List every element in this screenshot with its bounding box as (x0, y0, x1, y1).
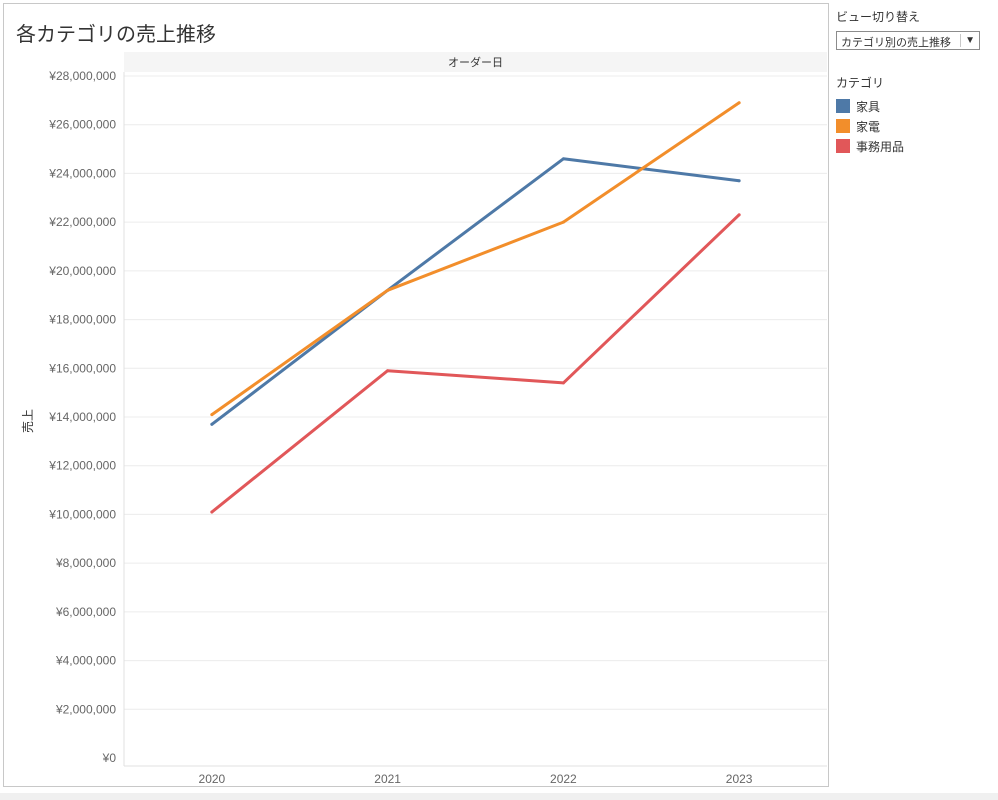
viz-frame: 各カテゴリの売上推移 オーダー日 ¥0 ¥2,000,000 ¥4,000,000 ¥6… (3, 3, 829, 787)
data-point (561, 220, 565, 224)
legend: 家具 家電 事務用品 (836, 96, 994, 156)
y-tick-label: ¥22,000,000 (48, 215, 116, 229)
x-tick-label: 2023 (726, 772, 753, 786)
y-axis-title: 売上 (20, 409, 35, 433)
y-tick-label: ¥16,000,000 (48, 361, 116, 375)
y-tick-label: ¥18,000,000 (48, 313, 116, 327)
legend-swatch (836, 139, 850, 153)
x-tick-label: 2020 (199, 772, 226, 786)
y-tick-label: ¥6,000,000 (55, 605, 116, 619)
data-point (561, 157, 565, 161)
column-header-band (124, 52, 827, 72)
data-point (737, 213, 741, 217)
bottom-strip (0, 793, 998, 800)
legend-title: カテゴリ (836, 76, 885, 90)
legend-swatch (836, 119, 850, 133)
y-tick-label: ¥2,000,000 (55, 702, 116, 716)
chart-title: 各カテゴリの売上推移 (16, 24, 216, 46)
data-point (561, 381, 565, 385)
data-point (210, 510, 214, 514)
legend-label: 家電 (856, 119, 881, 134)
column-header-label: オーダー日 (448, 55, 503, 69)
y-tick-label: ¥4,000,000 (55, 654, 116, 668)
y-tick-label: ¥14,000,000 (48, 410, 116, 424)
y-tick-label: ¥10,000,000 (48, 507, 116, 521)
legend-label: 事務用品 (856, 139, 905, 154)
y-tick-label: ¥20,000,000 (48, 264, 116, 278)
data-point (737, 101, 741, 105)
data-point (386, 288, 390, 292)
x-tick-label: 2022 (550, 772, 577, 786)
dropdown-arrow-icon[interactable]: ▼ (965, 35, 975, 46)
side-panel: ビュー切り替え カテゴリ別の売上推移 ▼ カテゴリ 家具 家電 事務用品 (836, 8, 994, 156)
parameter-label: ビュー切り替え (836, 10, 921, 24)
series-line-0 (210, 157, 741, 426)
series-line-1 (210, 101, 741, 417)
legend-label: 家具 (856, 99, 881, 114)
data-point (210, 422, 214, 426)
y-tick-label: ¥24,000,000 (48, 166, 116, 180)
y-tick-label: ¥8,000,000 (55, 556, 116, 570)
dropdown-separator (960, 34, 961, 47)
x-tick-label: 2021 (374, 772, 401, 786)
legend-item-appliances[interactable]: 家電 (836, 116, 994, 136)
series-line-2 (210, 213, 741, 514)
view-switch-dropdown[interactable]: カテゴリ別の売上推移 ▼ (836, 31, 980, 50)
legend-swatch (836, 99, 850, 113)
data-point (386, 369, 390, 373)
y-tick-label: ¥12,000,000 (48, 459, 116, 473)
data-point (737, 179, 741, 183)
y-tick-label: ¥0 (102, 751, 117, 765)
legend-item-furniture[interactable]: 家具 (836, 96, 994, 116)
y-tick-label: ¥28,000,000 (48, 69, 116, 83)
line-chart: オーダー日 ¥0 ¥2,000,000 ¥4,000,000 ¥6,000,000 ¥8,… (20, 52, 827, 786)
y-tick-label: ¥26,000,000 (48, 118, 116, 132)
legend-item-office-supplies[interactable]: 事務用品 (836, 136, 994, 156)
data-point (210, 413, 214, 417)
dropdown-selected-value: カテゴリ別の売上推移 (841, 37, 951, 49)
